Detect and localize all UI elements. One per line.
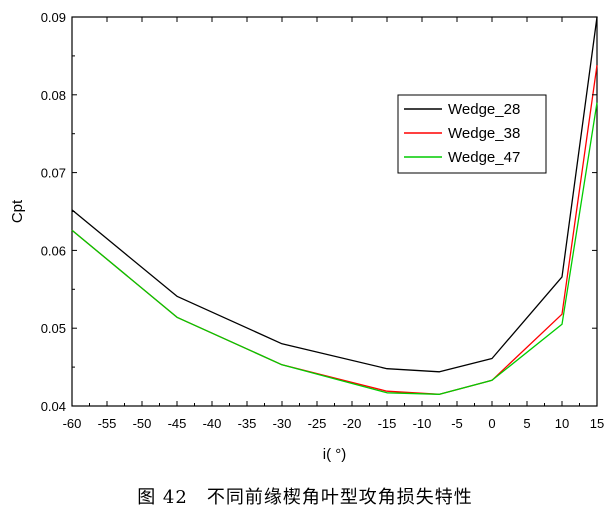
legend-label: Wedge_47 xyxy=(448,149,520,166)
x-tick-label: -25 xyxy=(308,416,327,431)
plot-frame xyxy=(71,16,598,407)
x-tick-label: -10 xyxy=(413,416,432,431)
x-tick-label: -5 xyxy=(451,416,463,431)
series-line-3 xyxy=(71,102,598,395)
x-tick-label: -40 xyxy=(203,416,222,431)
y-tick-label: 0.08 xyxy=(41,88,66,103)
x-tick-label: -45 xyxy=(168,416,187,431)
series-line-1 xyxy=(71,16,598,373)
series-layer xyxy=(71,16,598,395)
x-tick-label: -15 xyxy=(378,416,397,431)
x-tick-label: 10 xyxy=(555,416,569,431)
legend-box xyxy=(397,94,547,174)
line-chart: -60 -55 -50 -45 -40 -35 -30 -25 -20 -15 -10 -5 0 5 10 1… xyxy=(9,10,605,463)
figure-caption: 图 42 不同前缘楔角叶型攻角损失特性 xyxy=(137,487,473,508)
y-axis-title: Cpt xyxy=(9,199,26,223)
x-tick-label: -35 xyxy=(238,416,257,431)
legend-label: Wedge_28 xyxy=(448,101,520,118)
y-tick-label: 0.09 xyxy=(41,10,66,25)
legend: Wedge_28 Wedge_38 Wedge_47 xyxy=(397,94,547,174)
y-tick-label: 0.06 xyxy=(41,243,66,258)
y-tick-label: 0.04 xyxy=(41,399,66,414)
x-tick-label: -20 xyxy=(343,416,362,431)
legend-label: Wedge_38 xyxy=(448,125,520,142)
x-tick-label: -30 xyxy=(273,416,292,431)
x-tick-label: -50 xyxy=(133,416,152,431)
y-tick-label: 0.07 xyxy=(41,166,66,181)
y-tick-label: 0.05 xyxy=(41,321,66,336)
x-tick-label: 5 xyxy=(523,416,530,431)
plot-area xyxy=(71,16,598,407)
x-axis-title: i( °) xyxy=(323,446,347,463)
axes-layer: -60 -55 -50 -45 -40 -35 -30 -25 -20 -15 -10 -5 0 5 10 1… xyxy=(41,10,605,431)
x-tick-label: 15 xyxy=(590,416,604,431)
x-tick-label: -60 xyxy=(63,416,82,431)
x-tick-label: -55 xyxy=(98,416,117,431)
x-tick-label: 0 xyxy=(488,416,495,431)
